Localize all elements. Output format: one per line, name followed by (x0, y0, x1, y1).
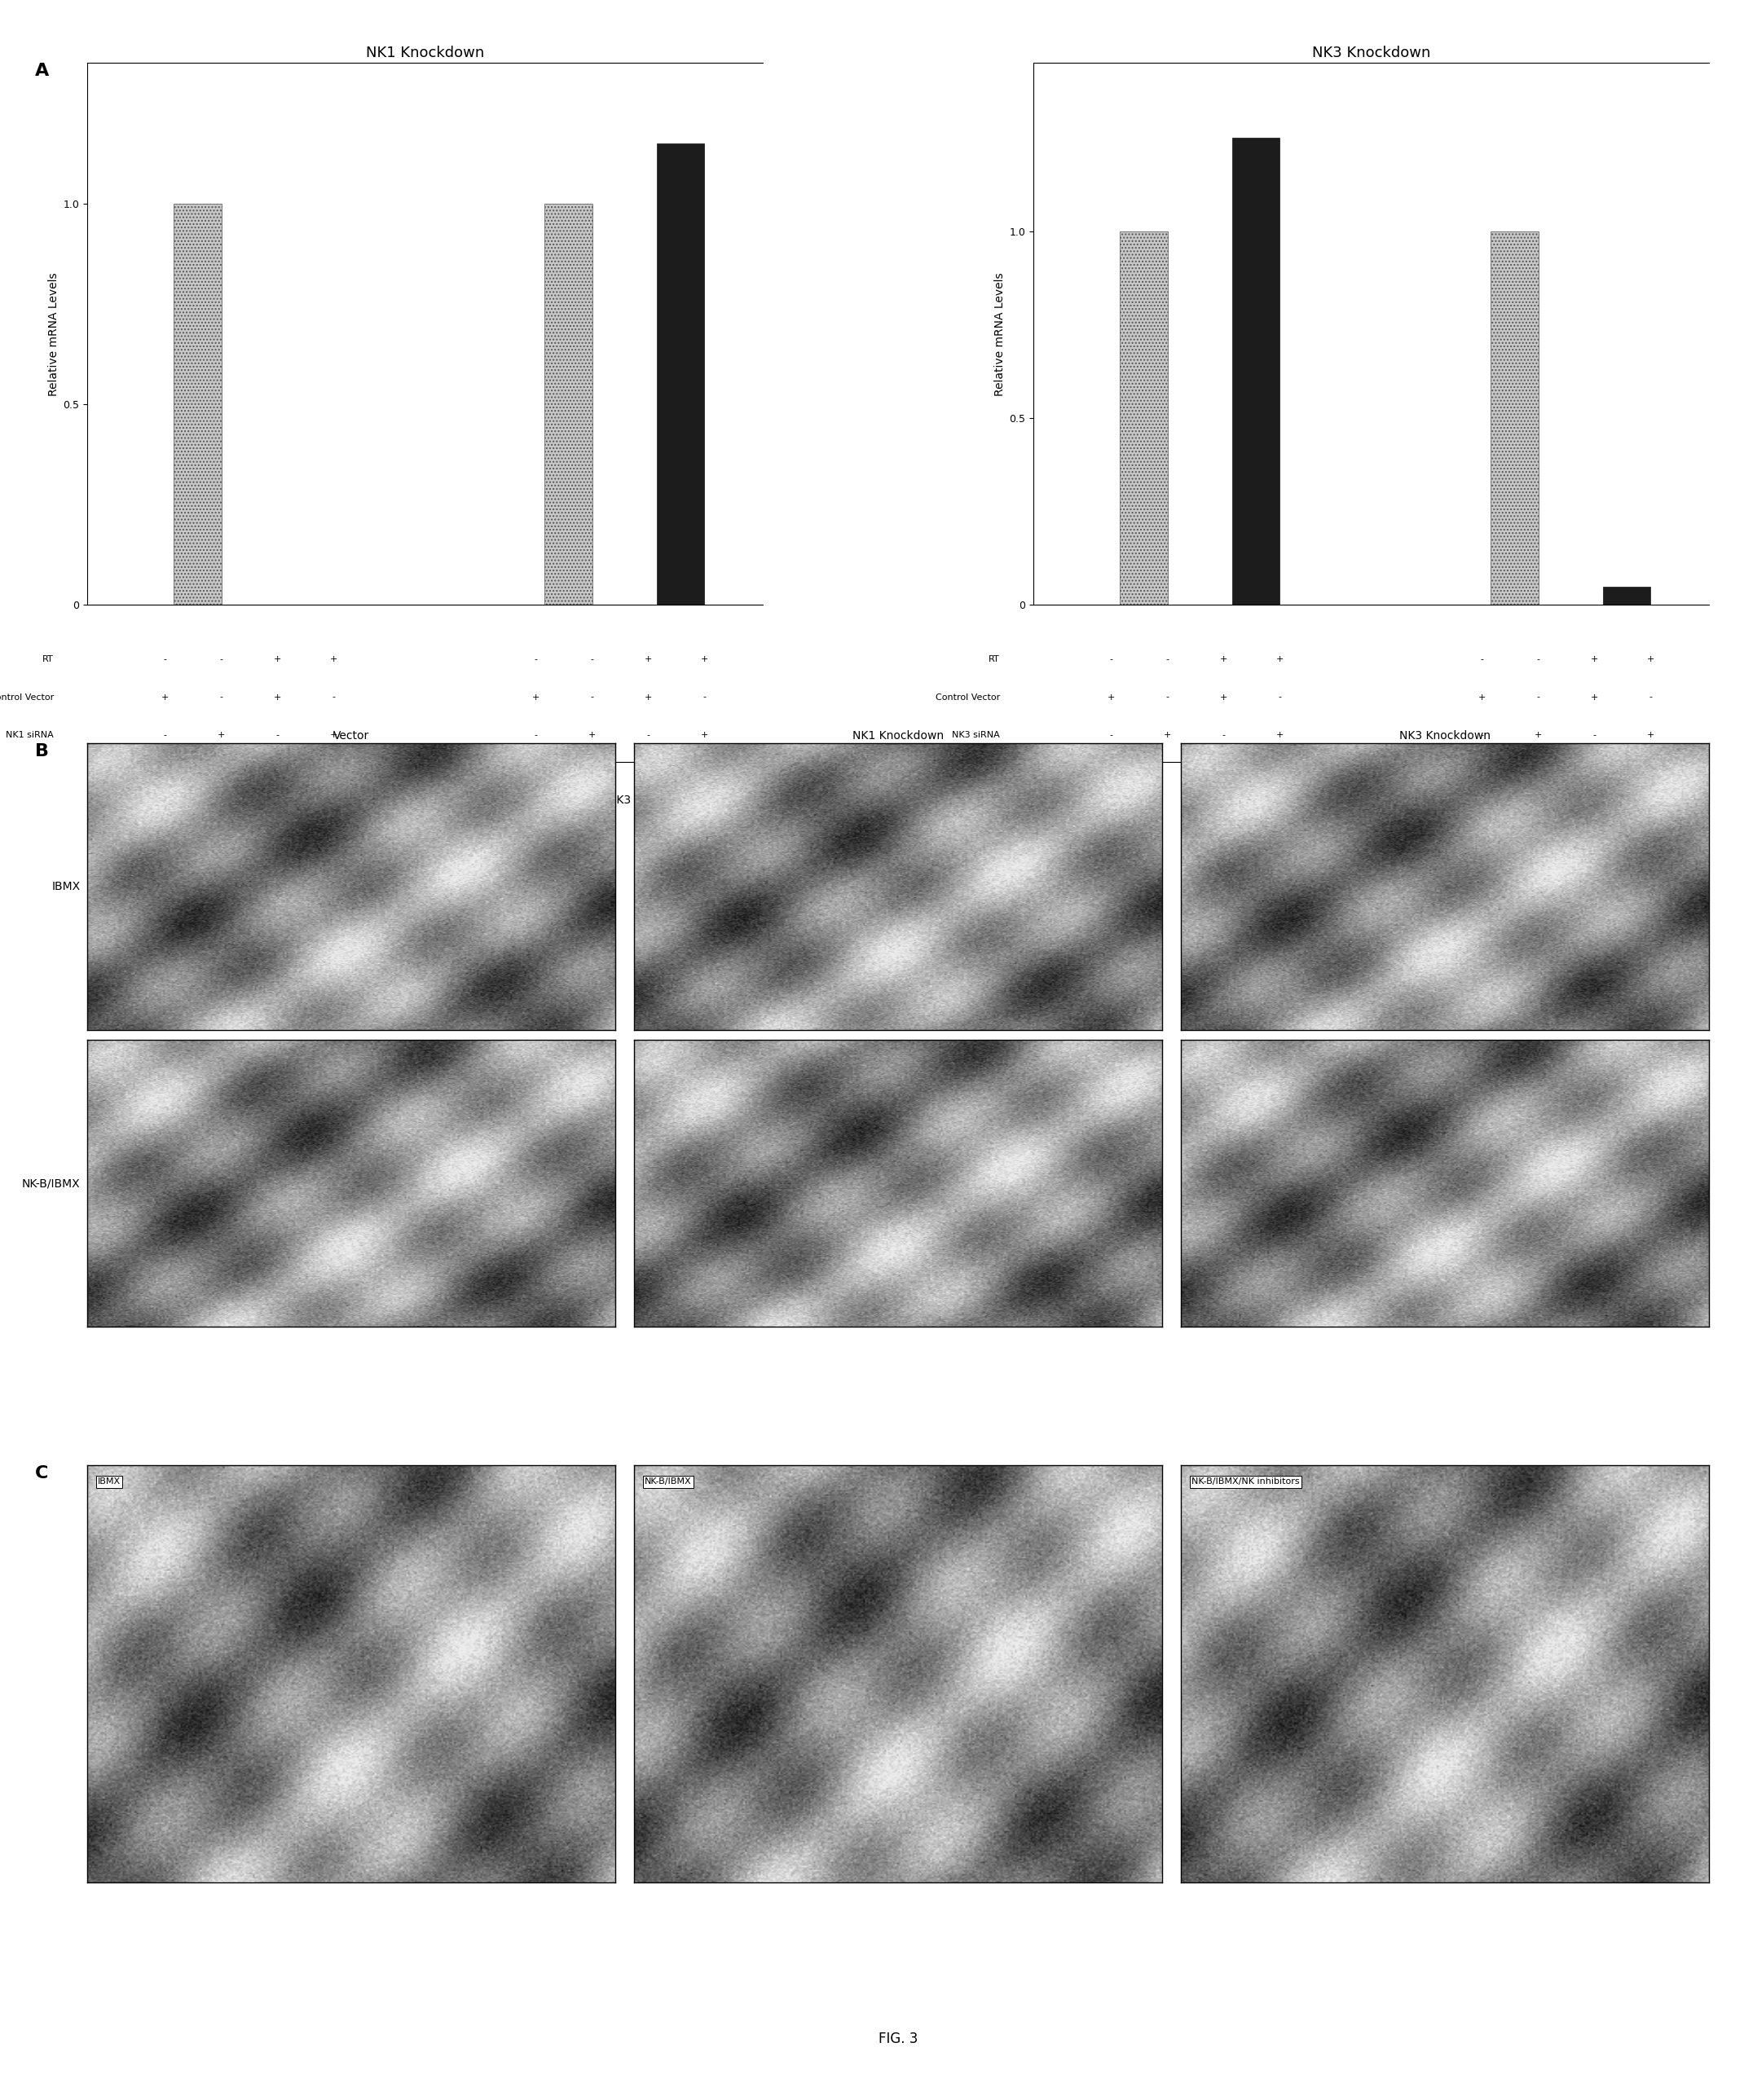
Text: RT: RT (989, 655, 999, 664)
Text: -: - (591, 693, 593, 701)
Text: +: + (532, 693, 541, 701)
Text: -: - (591, 655, 593, 664)
Text: -: - (1481, 655, 1484, 664)
Bar (544, 204, 593, 605)
Text: Control Vector: Control Vector (0, 693, 54, 701)
Text: +: + (274, 655, 281, 664)
Text: +: + (588, 731, 596, 739)
Text: -: - (331, 693, 335, 701)
Text: -: - (1167, 655, 1168, 664)
Text: +: + (1107, 693, 1114, 701)
Text: -: - (1592, 731, 1596, 739)
Title: Vector: Vector (333, 731, 370, 741)
Text: NK-B/IBMX/NK inhibitors: NK-B/IBMX/NK inhibitors (1191, 1478, 1299, 1487)
Text: +: + (1163, 731, 1172, 739)
Text: -: - (220, 693, 223, 701)
Bar (1233, 139, 1280, 605)
Text: -: - (647, 731, 651, 739)
Text: +: + (1479, 693, 1486, 701)
Y-axis label: Relative mRNA Levels: Relative mRNA Levels (994, 273, 1006, 395)
Text: -: - (1481, 731, 1484, 739)
Title: NK1 Knockdown: NK1 Knockdown (853, 731, 944, 741)
Text: +: + (274, 693, 281, 701)
Bar (657, 143, 705, 605)
Text: +: + (1646, 655, 1655, 664)
Text: -: - (1109, 731, 1113, 739)
Text: +: + (1277, 655, 1284, 664)
Text: A: A (35, 63, 49, 80)
Text: -: - (1109, 655, 1113, 664)
Text: NK1 siRNA: NK1 siRNA (5, 731, 54, 739)
Text: -: - (1648, 693, 1652, 701)
Text: -: - (1167, 693, 1168, 701)
Text: +: + (644, 693, 652, 701)
Text: -: - (1278, 693, 1282, 701)
Text: +: + (330, 731, 337, 739)
Title: NK1 Knockdown: NK1 Knockdown (366, 46, 485, 61)
Bar (1603, 586, 1650, 605)
Text: +: + (701, 731, 708, 739)
Text: -: - (534, 731, 537, 739)
Text: -: - (534, 655, 537, 664)
Text: +: + (1219, 693, 1228, 701)
Text: +: + (701, 655, 708, 664)
Text: NK-B/IBMX: NK-B/IBMX (645, 1478, 692, 1487)
Bar (1120, 231, 1167, 605)
Text: NK3: NK3 (1556, 794, 1578, 806)
Y-axis label: IBMX: IBMX (52, 882, 80, 892)
Text: -: - (220, 655, 223, 664)
Text: -: - (276, 731, 279, 739)
Text: Control Vector: Control Vector (935, 693, 999, 701)
Text: +: + (644, 655, 652, 664)
Text: NK1: NK1 (1184, 794, 1207, 806)
Text: RT: RT (42, 655, 54, 664)
Bar (174, 204, 221, 605)
Text: -: - (164, 655, 167, 664)
Text: NK3: NK3 (609, 794, 631, 806)
Text: -: - (1223, 731, 1226, 739)
Text: +: + (162, 693, 169, 701)
Text: +: + (1591, 655, 1598, 664)
Y-axis label: Relative mRNA Levels: Relative mRNA Levels (49, 273, 59, 395)
Text: +: + (218, 731, 225, 739)
Text: -: - (1536, 655, 1540, 664)
Text: -: - (703, 693, 706, 701)
Text: +: + (1535, 731, 1542, 739)
Text: +: + (1646, 731, 1655, 739)
Text: +: + (1277, 731, 1284, 739)
Text: -: - (1536, 693, 1540, 701)
Text: +: + (1219, 655, 1228, 664)
Text: -: - (164, 731, 167, 739)
Text: B: B (35, 743, 49, 760)
Text: IBMX: IBMX (98, 1478, 120, 1487)
Title: NK3 Knockdown: NK3 Knockdown (1399, 731, 1491, 741)
Title: NK3 Knockdown: NK3 Knockdown (1311, 46, 1430, 61)
Text: FIG. 3: FIG. 3 (879, 2033, 917, 2048)
Text: NK3 siRNA: NK3 siRNA (952, 731, 999, 739)
Text: NK1: NK1 (237, 794, 262, 806)
Text: +: + (1591, 693, 1598, 701)
Text: C: C (35, 1466, 49, 1483)
Y-axis label: NK-B/IBMX: NK-B/IBMX (23, 1178, 80, 1189)
Bar (1491, 231, 1538, 605)
Text: +: + (330, 655, 337, 664)
